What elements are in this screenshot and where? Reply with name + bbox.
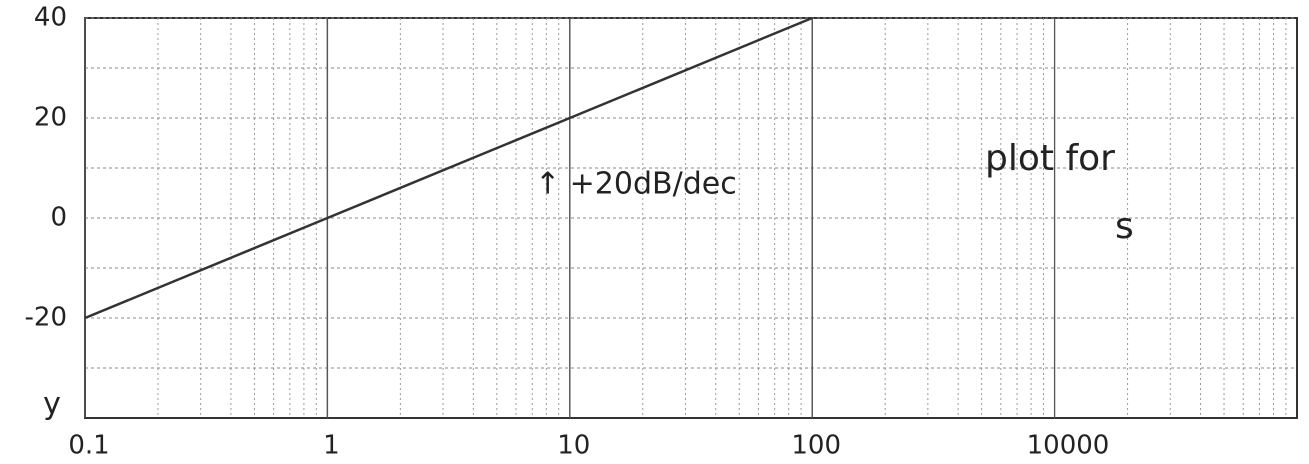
annotation: 10000 — [1027, 431, 1110, 461]
y-tick-label: 40 — [34, 3, 67, 33]
annotation: ↑ +20dB/dec — [535, 167, 737, 202]
x-tick-label: 10 — [557, 431, 590, 461]
annotation: s — [1115, 206, 1134, 247]
x-tick-label: 0.1 — [68, 431, 109, 461]
y-tick-label: -20 — [25, 303, 67, 333]
x-tick-label: 100 — [791, 431, 841, 461]
y-tick-label: 0 — [50, 203, 67, 233]
annotation: plot for — [985, 138, 1115, 179]
y-tick-label: 20 — [34, 103, 67, 133]
annotation: y — [43, 387, 61, 422]
x-tick-label: 1 — [323, 431, 340, 461]
chart: 40 20 0 -20 0.1 1 10 100 ↑ +20dB/dec plot fors y 10… — [0, 0, 1309, 464]
